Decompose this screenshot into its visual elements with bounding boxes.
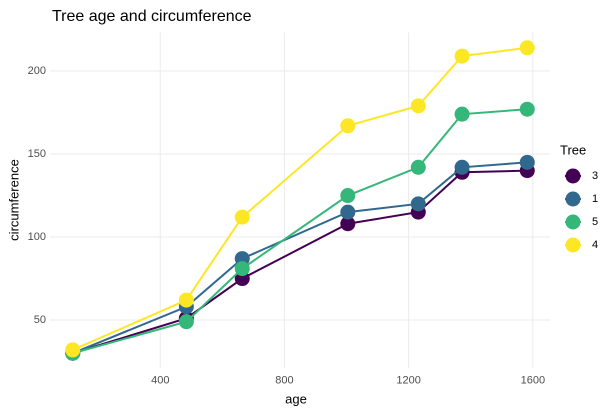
data-point xyxy=(410,98,426,114)
legend-label: 5 xyxy=(592,216,598,228)
legend-marker xyxy=(565,191,581,207)
legend-marker xyxy=(565,237,581,253)
y-axis-title: circumference xyxy=(6,159,21,241)
y-tick-label: 200 xyxy=(28,65,46,77)
x-tick-label: 800 xyxy=(275,374,293,386)
y-tick-label: 50 xyxy=(34,314,46,326)
legend-label: 4 xyxy=(592,239,598,251)
x-tick-label: 1200 xyxy=(396,374,420,386)
data-point xyxy=(410,196,426,212)
legend-title: Tree xyxy=(560,142,586,157)
legend-marker xyxy=(565,168,581,184)
data-point xyxy=(178,292,194,308)
series-line xyxy=(72,108,528,355)
series-line xyxy=(72,46,528,351)
x-axis-title: age xyxy=(285,391,307,406)
data-point xyxy=(65,342,81,358)
data-point xyxy=(519,101,535,117)
chart-title: Tree age and circumference xyxy=(52,8,252,25)
legend-label: 3 xyxy=(592,170,598,182)
data-point xyxy=(234,261,250,277)
data-point xyxy=(340,216,356,232)
data-point xyxy=(178,314,194,330)
data-point xyxy=(234,209,250,225)
legend-marker xyxy=(565,214,581,230)
data-point xyxy=(519,40,535,56)
data-point xyxy=(519,154,535,170)
y-tick-label: 100 xyxy=(28,231,46,243)
data-point xyxy=(340,204,356,220)
x-tick-label: 1600 xyxy=(521,374,545,386)
y-tick-label: 150 xyxy=(28,148,46,160)
series-line xyxy=(72,161,528,355)
x-tick-label: 400 xyxy=(151,374,169,386)
data-point xyxy=(340,188,356,204)
data-point xyxy=(340,118,356,134)
legend-label: 1 xyxy=(592,193,598,205)
data-point xyxy=(454,159,470,175)
data-point xyxy=(410,159,426,175)
data-point xyxy=(454,48,470,64)
data-point xyxy=(454,106,470,122)
